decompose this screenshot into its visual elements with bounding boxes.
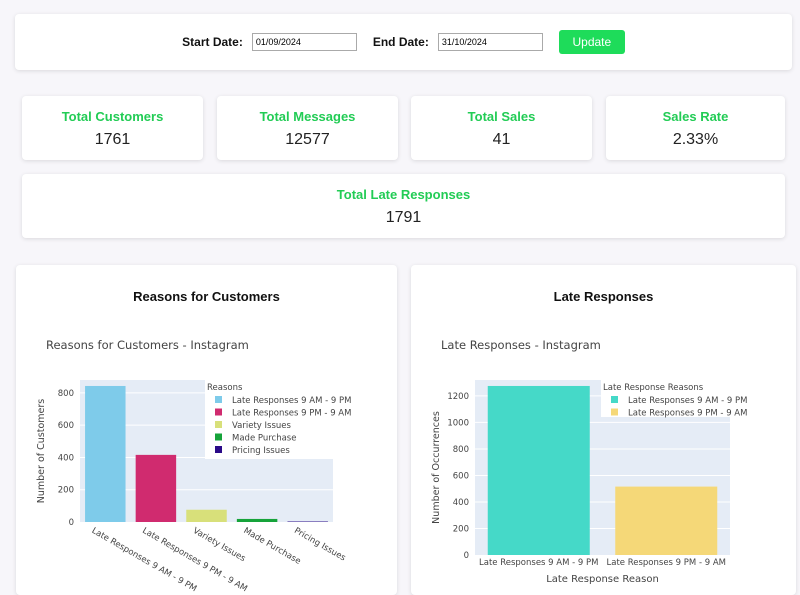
y-tick-label: 1000 <box>447 418 469 428</box>
stat-title: Total Late Responses <box>22 187 785 202</box>
legend-label: Made Purchase <box>232 434 296 444</box>
bar <box>615 487 717 555</box>
legend-swatch <box>215 409 222 416</box>
legend-label: Late Responses 9 PM - 9 AM <box>232 409 351 419</box>
reasons-bar-chart: 0 200 400 600 800 Late Responses 9 AM - 9 PM L… <box>16 265 397 595</box>
x-axis-title: Late Response Reason <box>546 574 659 585</box>
x-tick-label: Late Responses 9 PM - 9 AM <box>607 558 726 568</box>
bar <box>488 386 590 555</box>
y-axis-title: Number of Occurrences <box>431 411 442 524</box>
bar <box>186 510 226 522</box>
legend-swatch <box>215 434 222 441</box>
legend-swatch <box>611 409 618 416</box>
stat-title: Sales Rate <box>606 109 785 124</box>
stat-card-total-messages: Total Messages 12577 <box>217 96 398 160</box>
end-date-input[interactable] <box>438 33 543 51</box>
chart-card-reasons: Reasons for Customers Reasons for Custom… <box>16 265 397 595</box>
y-axis-title: Number of Customers <box>36 399 47 504</box>
bar <box>237 519 277 522</box>
y-tick-label: 0 <box>69 518 74 528</box>
legend-label: Variety Issues <box>232 421 291 431</box>
stat-value: 12577 <box>217 131 398 149</box>
stat-title: Total Messages <box>217 109 398 124</box>
y-tick-label: 1200 <box>447 392 469 402</box>
stat-value: 1791 <box>22 209 785 227</box>
bar <box>85 386 125 522</box>
legend-label: Late Responses 9 AM - 9 PM <box>628 396 747 406</box>
y-tick-label: 400 <box>453 498 469 508</box>
legend-swatch <box>611 396 618 403</box>
y-tick-label: 0 <box>464 551 469 561</box>
update-button[interactable]: Update <box>559 30 625 54</box>
legend-swatch <box>215 446 222 453</box>
stat-card-sales-rate: Sales Rate 2.33% <box>606 96 785 160</box>
y-tick-label: 600 <box>58 421 74 431</box>
legend-title: Late Response Reasons <box>603 383 704 393</box>
legend-title: Reasons <box>207 383 243 393</box>
y-tick-label: 200 <box>453 524 469 534</box>
stat-title: Total Customers <box>22 109 203 124</box>
legend-label: Late Responses 9 AM - 9 PM <box>232 396 351 406</box>
stat-card-total-customers: Total Customers 1761 <box>22 96 203 160</box>
legend-label: Late Responses 9 PM - 9 AM <box>628 409 747 419</box>
x-tick-label: Late Responses 9 AM - 9 PM <box>479 558 598 568</box>
legend-swatch <box>215 396 222 403</box>
start-date-input[interactable] <box>252 33 357 51</box>
stat-card-total-sales: Total Sales 41 <box>411 96 592 160</box>
start-date-label: Start Date: <box>182 35 243 49</box>
legend-swatch <box>215 421 222 428</box>
stat-value: 1761 <box>22 131 203 149</box>
y-tick-label: 600 <box>453 471 469 481</box>
y-tick-label: 800 <box>453 445 469 455</box>
date-filter-bar: Start Date: End Date: Update <box>15 14 792 70</box>
chart-card-late-responses: Late Responses Late Responses - Instagra… <box>411 265 796 595</box>
y-tick-label: 400 <box>58 453 74 463</box>
stat-title: Total Sales <box>411 109 592 124</box>
end-date-label: End Date: <box>373 35 429 49</box>
stat-value: 41 <box>411 131 592 149</box>
stat-card-total-late-responses: Total Late Responses 1791 <box>22 174 785 238</box>
y-tick-label: 800 <box>58 389 74 399</box>
legend-label: Pricing Issues <box>232 446 290 456</box>
bar <box>136 455 176 522</box>
y-tick-label: 200 <box>58 486 74 496</box>
late-responses-bar-chart: 0 200 400 600 800 1000 1200 Late Responses 9 AM… <box>411 265 796 595</box>
stat-value: 2.33% <box>606 131 785 149</box>
